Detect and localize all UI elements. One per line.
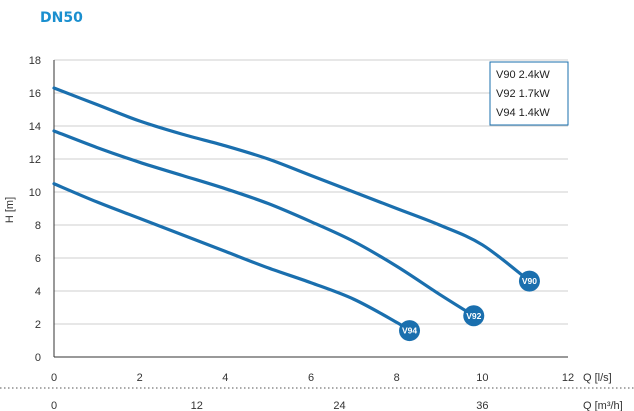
x-tick-label: 8 — [394, 372, 400, 384]
series-group: V90 V92 V94 — [52, 86, 540, 342]
y-axis-label: H [m] — [4, 197, 16, 223]
series-line-v90 — [52, 86, 532, 283]
y-tick-label: 6 — [35, 253, 41, 265]
x2-tick-label: 0 — [51, 400, 57, 411]
y-tick-labels: 0 2 4 6 8 10 12 14 16 18 — [29, 55, 41, 364]
legend-entry: V90 2.4kW — [496, 69, 550, 81]
y-tick-label: 0 — [35, 352, 41, 364]
x2-tick-label: 12 — [191, 400, 203, 411]
axes — [0, 60, 634, 389]
x-tick-label: 2 — [137, 372, 143, 384]
y-tick-label: 10 — [29, 187, 41, 199]
series-end-label: V92 — [466, 311, 481, 321]
legend-entry: V92 1.7kW — [496, 88, 550, 100]
x2-tick-label: 36 — [476, 400, 488, 411]
x2-axis-label: Q [m³/h] — [583, 400, 623, 411]
x-tick-label: 0 — [51, 372, 57, 384]
series-line-v92 — [52, 129, 476, 318]
x-axis-label: Q [l/s] — [583, 372, 612, 384]
grid-lines — [54, 59, 568, 325]
series-line-v94 — [52, 182, 412, 333]
legend-entry: V94 1.4kW — [496, 107, 550, 119]
legend-box — [489, 61, 569, 126]
y-tick-label: 8 — [35, 220, 41, 232]
x2-tick-label: 24 — [333, 400, 345, 411]
y-tick-label: 4 — [35, 286, 41, 298]
series-end-marker — [518, 270, 540, 292]
x-tick-label: 4 — [222, 372, 228, 384]
x-tick-label: 12 — [562, 372, 574, 384]
series-end-label: V94 — [402, 326, 417, 336]
legend: V90 2.4kW V92 1.7kW V94 1.4kW — [489, 61, 569, 126]
page-title: DN50 — [40, 10, 83, 26]
y-tick-label: 2 — [35, 319, 41, 331]
x-tick-labels: 0 2 4 6 8 10 12 — [51, 372, 574, 384]
y-tick-label: 18 — [29, 55, 41, 67]
series-end-label: V90 — [522, 276, 537, 286]
series-end-marker — [463, 305, 485, 327]
x-tick-label: 10 — [476, 372, 488, 384]
series-end-marker — [399, 320, 421, 342]
y-tick-label: 16 — [29, 88, 41, 100]
x-tick-label: 6 — [308, 372, 314, 384]
y-tick-label: 14 — [29, 121, 41, 133]
y-tick-label: 12 — [29, 154, 41, 166]
x2-tick-labels: 0 12 24 36 — [51, 400, 489, 411]
